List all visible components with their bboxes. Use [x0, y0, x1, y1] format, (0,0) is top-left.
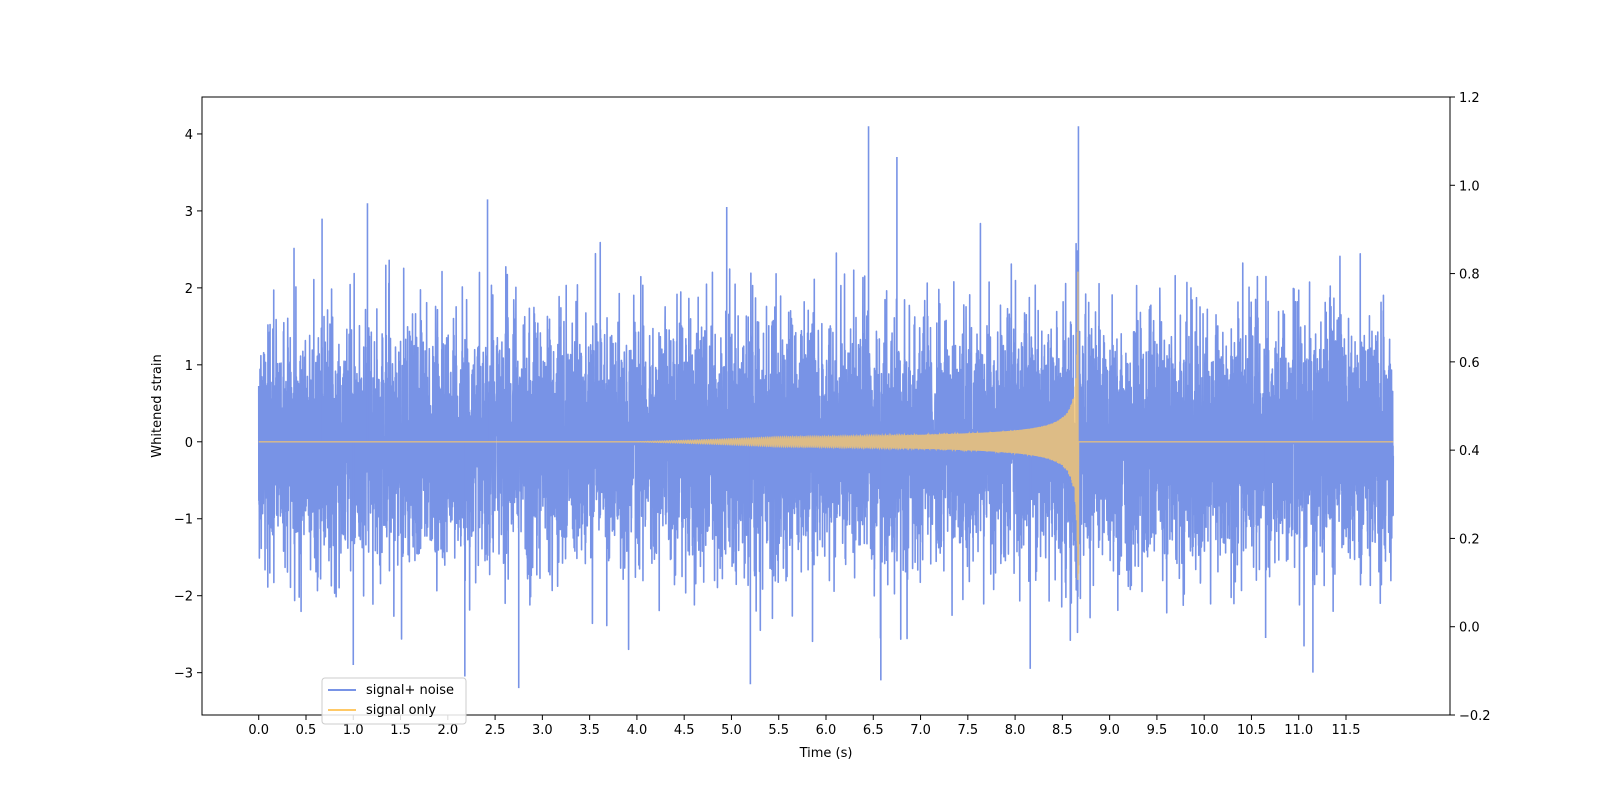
- x-tick-label: 8.5: [1052, 723, 1073, 738]
- x-tick-label: 8.0: [1005, 723, 1026, 738]
- y-tick-label: −3: [174, 667, 193, 682]
- x-tick-label: 2.0: [437, 723, 458, 738]
- y2-tick-label: −0.2: [1459, 709, 1491, 724]
- x-tick-label: 6.0: [816, 723, 837, 738]
- x-tick-label: 0.0: [248, 723, 269, 738]
- x-tick-label: 7.5: [957, 723, 978, 738]
- legend-label-signal-only: signal only: [366, 703, 436, 718]
- series-signal-plus-noise: [257, 126, 1395, 689]
- plot-area: [257, 126, 1395, 689]
- y-tick-label: 0: [185, 436, 193, 451]
- x-tick-label: 2.5: [485, 723, 506, 738]
- x-tick-label: 4.5: [674, 723, 695, 738]
- x-tick-label: 11.0: [1284, 723, 1313, 738]
- y-axis-label: Whitened strain: [150, 354, 165, 457]
- x-tick-label: 3.5: [579, 723, 600, 738]
- x-tick-label: 9.5: [1147, 723, 1168, 738]
- y-tick-label: 3: [185, 205, 193, 220]
- series-signal-only: [258, 271, 1394, 580]
- x-tick-label: 9.0: [1099, 723, 1120, 738]
- y2-tick-label: 0.0: [1459, 621, 1480, 636]
- y-tick-label: −2: [174, 590, 193, 605]
- y-tick-label: 4: [185, 128, 193, 143]
- y2-tick-label: 0.2: [1459, 532, 1480, 547]
- x-tick-label: 3.0: [532, 723, 553, 738]
- x-tick-label: 10.0: [1190, 723, 1219, 738]
- y2-tick-label: 0.4: [1459, 444, 1480, 459]
- signal-only-line: [258, 271, 1394, 580]
- y-axis-right: −0.2 0.0 0.2 0.4 0.6 0.8 1.0 1.2: [1450, 91, 1491, 724]
- y-tick-label: 2: [185, 282, 193, 297]
- y-tick-label: −1: [174, 513, 193, 528]
- legend: signal+ noise signal only: [321, 677, 467, 725]
- x-tick-label: 5.5: [768, 723, 789, 738]
- x-axis: 0.0 0.5 1.0 1.5 2.0 2.5 3.0 3.5 4.0 4.5 5.0 5.5 6.0 6…: [248, 715, 1360, 738]
- x-axis-label: Time (s): [799, 746, 853, 761]
- x-tick-label: 0.5: [296, 723, 317, 738]
- x-tick-label: 1.5: [390, 723, 411, 738]
- y2-tick-label: 0.8: [1459, 268, 1480, 283]
- x-tick-label: 11.5: [1332, 723, 1361, 738]
- y-tick-label: 1: [185, 359, 193, 374]
- x-tick-label: 7.0: [910, 723, 931, 738]
- signal-plus-noise-line: [257, 222, 1395, 651]
- legend-label-signal-plus-noise: signal+ noise: [366, 683, 454, 698]
- x-tick-label: 4.0: [627, 723, 648, 738]
- y-axis-left: −3 −2 −1 0 1 2 3 4: [174, 128, 202, 682]
- y2-tick-label: 0.6: [1459, 356, 1480, 371]
- y2-tick-label: 1.0: [1459, 179, 1480, 194]
- y2-tick-label: 1.2: [1459, 91, 1480, 106]
- x-tick-label: 10.5: [1237, 723, 1266, 738]
- x-tick-label: 5.0: [721, 723, 742, 738]
- x-tick-label: 6.5: [863, 723, 884, 738]
- legend-box: [321, 677, 467, 725]
- x-tick-label: 1.0: [343, 723, 364, 738]
